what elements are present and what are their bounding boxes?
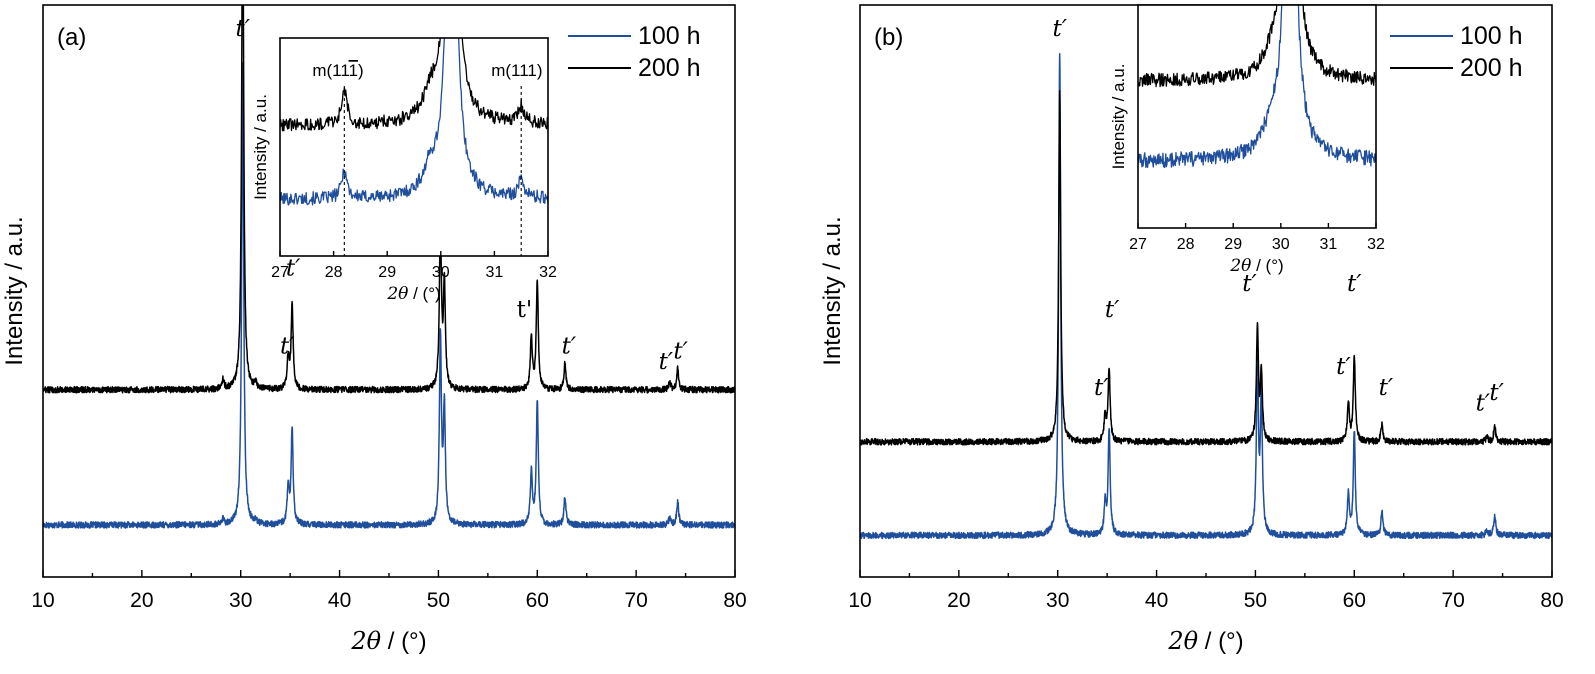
inset-frame <box>1137 4 1377 229</box>
legend-label: 100 h <box>638 22 701 50</box>
peak-label: t′ <box>1476 391 1491 417</box>
inset-x-tick-label: 32 <box>539 264 557 281</box>
y-axis-label: Intensity / a.u. <box>819 216 846 365</box>
inset-traces <box>280 38 548 206</box>
inset-y-axis-label: Intensity / a.u. <box>251 94 270 200</box>
panel-label: (a) <box>57 24 86 51</box>
x-tick-label: 70 <box>624 589 647 612</box>
peak-label: t′ <box>1052 16 1067 42</box>
inset-background <box>280 38 548 256</box>
peak-label: t′ <box>562 333 577 359</box>
x-tick-label: 10 <box>848 589 871 612</box>
x-axis-label-unit: / (°) <box>1198 628 1244 655</box>
x-tick-label: 80 <box>1540 589 1563 612</box>
x-tick-label: 30 <box>229 589 252 612</box>
legend-label: 200 h <box>638 54 701 82</box>
x-tick-label: 30 <box>1046 589 1069 612</box>
series-line-100-h <box>43 62 735 529</box>
peak-label: t′ <box>280 333 295 359</box>
x-axis-label: 2θ / (°) <box>1167 627 1243 655</box>
inset-x-label-unit: / (°) <box>408 284 440 303</box>
panel-a: 10 20 30 40 50 60 70 80 2θ / (°) Intensity / a.u.… <box>1 4 747 655</box>
peak-label: t′ <box>1336 354 1351 380</box>
x-tick-label: 20 <box>130 589 153 612</box>
inset-x-tick-label: 29 <box>378 264 396 281</box>
inset-series-line-100-h <box>1138 5 1376 169</box>
inset-x-label-symbol: 2θ <box>1229 256 1251 276</box>
legend-label: 100 h <box>1460 22 1523 50</box>
inset-x-tick-label: 31 <box>486 264 504 281</box>
panel-label: (b) <box>874 24 903 51</box>
panel-b: 10 20 30 40 50 60 70 80 2θ / (°) Intensity / a.u.… <box>819 4 1564 655</box>
x-tick-label: 50 <box>1244 589 1267 612</box>
inset-x-tick-label: 28 <box>1177 236 1195 253</box>
inset-background <box>1138 5 1376 228</box>
inset-frame <box>279 37 549 257</box>
x-axis-label: 2θ / (°) <box>350 627 426 655</box>
inset-x-tick-label: 30 <box>432 264 450 281</box>
peak-label: t' <box>517 297 533 323</box>
inset-x-tick-label: 28 <box>325 264 343 281</box>
x-axis-label-unit: / (°) <box>381 628 427 655</box>
reference-label-close: ) <box>358 61 364 80</box>
peak-label: t′ <box>659 349 674 375</box>
x-tick-label: 80 <box>723 589 746 612</box>
legend-label: 200 h <box>1460 54 1523 82</box>
x-tick-label: 60 <box>1343 589 1366 612</box>
inset-x-tick-label: 32 <box>1367 236 1385 253</box>
reference-label-main: m(11 <box>312 61 349 80</box>
reference-label: m(111) <box>491 61 542 80</box>
peak-label: t′ <box>1379 375 1394 401</box>
traces <box>43 5 735 529</box>
peak-label: t′ <box>1105 297 1120 323</box>
peak-label: t′ <box>1347 271 1362 297</box>
x-axis-label-symbol: 2θ <box>350 627 381 655</box>
x-tick-label: 60 <box>526 589 549 612</box>
x-tick-label: 40 <box>328 589 351 612</box>
x-tick-label: 50 <box>427 589 450 612</box>
reference-label-bar: 1 <box>349 61 358 80</box>
inset-x-tick-label: 31 <box>1320 236 1338 253</box>
x-tick-label: 40 <box>1145 589 1168 612</box>
inset-x-tick-label: 27 <box>271 264 289 281</box>
inset-x-tick-label: 30 <box>1272 236 1290 253</box>
series-line-200-h <box>43 5 735 394</box>
inset-x-tick-label: 27 <box>1129 236 1147 253</box>
inset-x-axis-label: 2θ / (°) <box>1229 256 1283 276</box>
x-tick-label: 10 <box>31 589 54 612</box>
traces <box>860 52 1552 540</box>
inset-x-tick-label: 29 <box>1224 236 1242 253</box>
x-tick-label: 20 <box>947 589 970 612</box>
series-line-100-h <box>860 52 1552 540</box>
inset-traces <box>1138 5 1376 169</box>
inset-x-label-unit: / (°) <box>1251 256 1283 275</box>
peak-label: t′ <box>235 16 250 42</box>
inset-y-axis-label: Intensity / a.u. <box>1109 64 1128 170</box>
peak-label: t′ <box>1242 271 1257 297</box>
inset-x-axis-label: 2θ / (°) <box>386 284 440 304</box>
series-line-200-h <box>860 90 1552 446</box>
inset-x-label-symbol: 2θ <box>386 284 408 304</box>
inset-series-line-200-h <box>1138 5 1376 88</box>
peak-label: t′ <box>1489 380 1504 406</box>
inset-series-line-200-h <box>280 38 548 132</box>
peak-label: t′ <box>673 339 688 365</box>
x-axis-label-symbol: 2θ <box>1167 627 1198 655</box>
peak-label: t′ <box>286 255 301 281</box>
reference-label: m(111) <box>312 61 363 80</box>
inset-series-line-100-h <box>280 38 548 206</box>
peak-label: t′ <box>1094 375 1109 401</box>
y-axis-label: Intensity / a.u. <box>1 216 28 365</box>
x-tick-label: 70 <box>1441 589 1464 612</box>
